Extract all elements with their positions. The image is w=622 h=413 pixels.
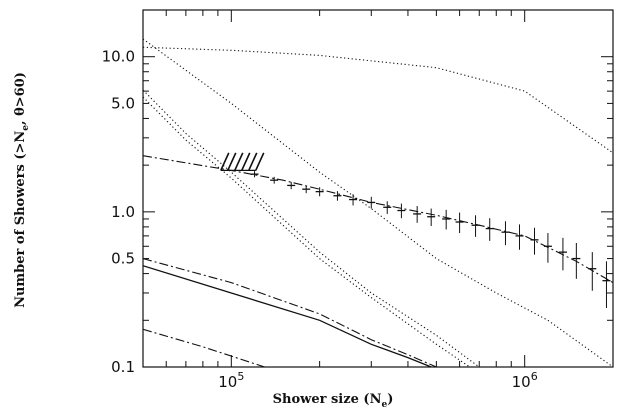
y-tick-label-2: 0.5 (111, 250, 135, 268)
y-tick-label-4: 5.0 (111, 94, 135, 112)
series-line-7 (143, 265, 432, 367)
hatch-stroke-2 (227, 152, 237, 171)
hatch-stroke-5 (248, 152, 258, 171)
x-axis-label: Shower size (Ne) (273, 392, 394, 410)
series-line-1 (143, 46, 613, 154)
x-tick-label-2: 106 (512, 370, 538, 391)
hatch-stroke-3 (234, 152, 244, 171)
data-point-9 (383, 201, 392, 214)
y-axis-label: Number of Showers (>Ne, θ>60) (13, 72, 31, 308)
data-point-23 (588, 252, 597, 291)
data-point-11 (413, 206, 422, 223)
hatch-stroke-1 (220, 152, 230, 171)
data-point-19 (530, 227, 539, 255)
data-point-10 (397, 203, 406, 219)
series-line-2 (143, 38, 613, 367)
data-point-5 (315, 187, 324, 197)
hatch-stroke-6 (255, 152, 265, 171)
data-point-1 (250, 171, 259, 178)
data-points-layer (250, 171, 611, 309)
series-line-6 (143, 258, 437, 367)
data-point-16 (485, 218, 494, 241)
axis-ticks (142, 9, 614, 368)
data-point-3 (287, 181, 296, 190)
data-point-22 (572, 242, 581, 279)
data-point-17 (501, 221, 510, 246)
hatch-stroke-4 (241, 152, 251, 171)
data-point-24 (602, 261, 611, 309)
y-tick-label-1: 0.1 (111, 358, 135, 376)
y-tick-label-3: 1.0 (111, 203, 135, 221)
data-point-14 (455, 212, 464, 234)
series-layer (143, 38, 613, 367)
x-tick-label-1: 105 (218, 370, 244, 391)
series-line-5 (143, 155, 613, 284)
data-point-7 (349, 194, 358, 206)
data-point-12 (427, 208, 436, 227)
data-point-20 (543, 233, 552, 263)
data-point-21 (558, 237, 567, 271)
data-point-4 (302, 185, 311, 194)
hatched-region (220, 152, 265, 172)
data-point-8 (367, 196, 376, 209)
data-point-15 (471, 215, 480, 237)
tick-labels: 0.1 0.5 1.0 5.0 10.0 105 106 (102, 48, 538, 391)
series-line-8 (143, 328, 265, 367)
data-point-6 (333, 191, 342, 201)
plot-frame (142, 9, 614, 368)
data-point-13 (442, 209, 451, 230)
series-line-4 (143, 96, 471, 367)
data-point-2 (270, 176, 279, 184)
data-point-18 (515, 224, 524, 250)
series-line-3 (143, 89, 480, 367)
y-tick-label-5: 10.0 (102, 48, 135, 66)
